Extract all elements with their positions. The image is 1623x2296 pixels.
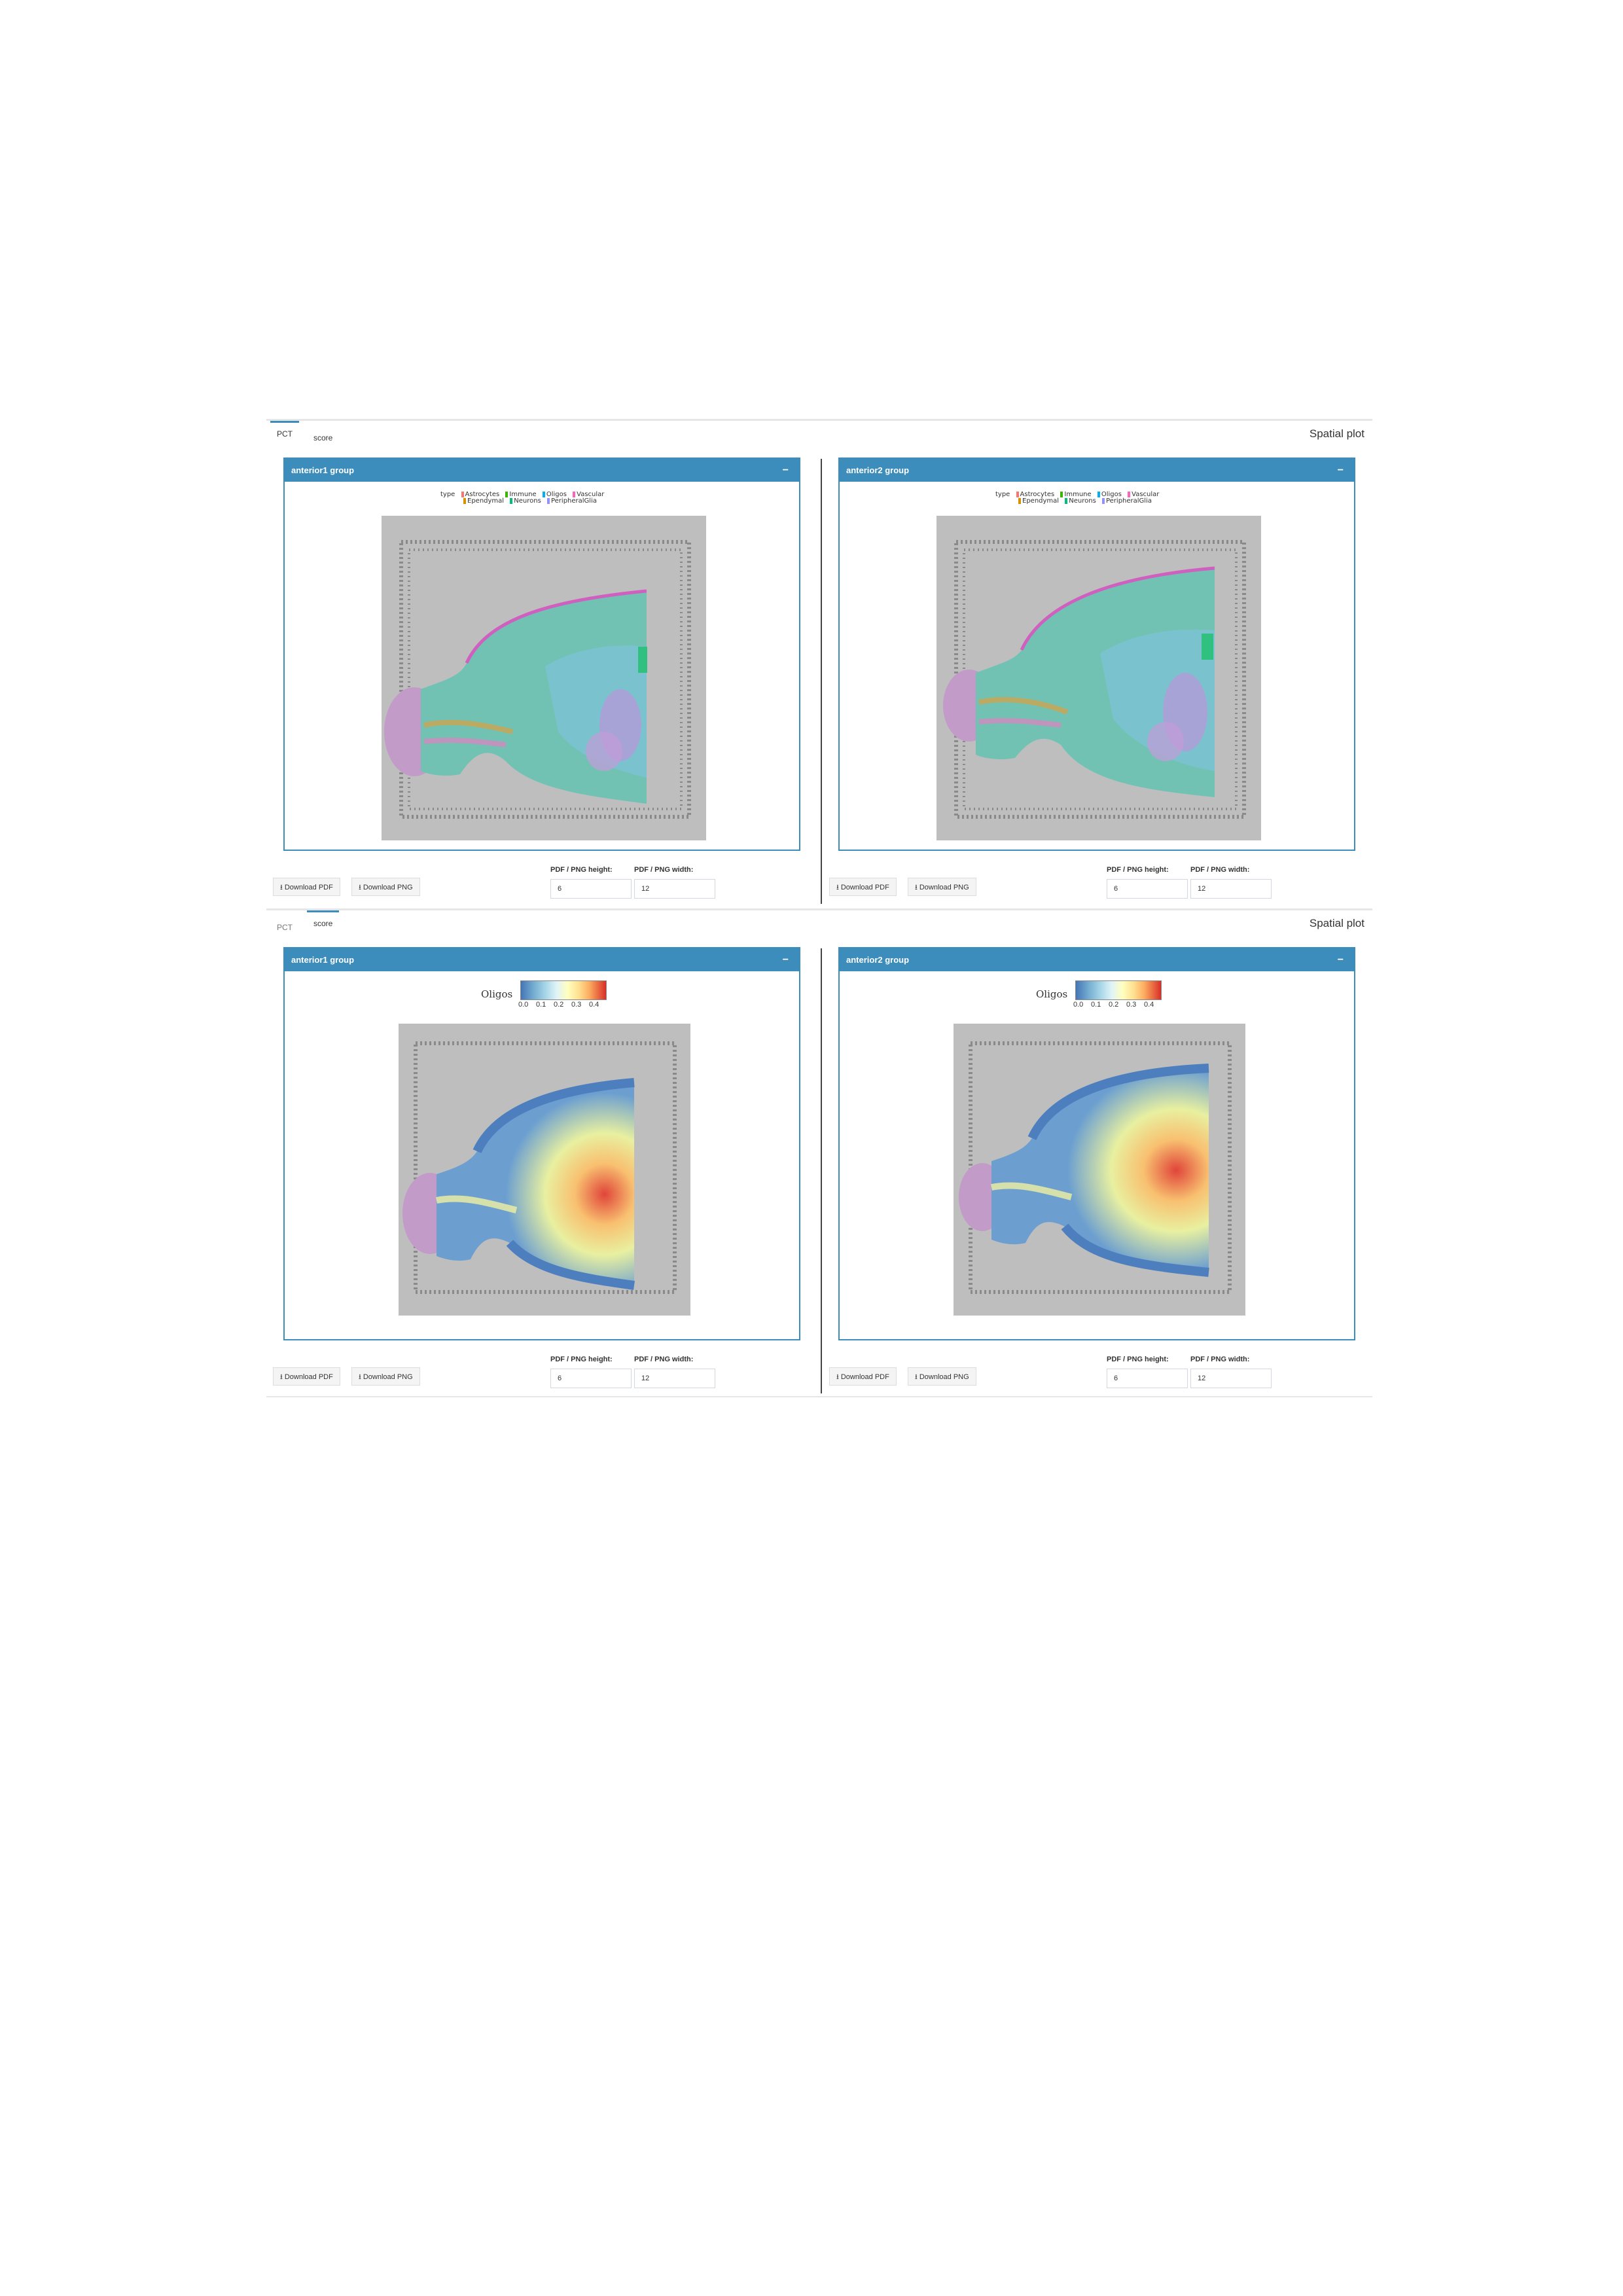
spatial-plot-image: [399, 1024, 690, 1316]
download-pdf-button[interactable]: ⭳ Download PDF: [273, 1367, 340, 1386]
collapse-button[interactable]: −: [782, 954, 789, 965]
width-input[interactable]: 12: [634, 1369, 715, 1388]
legend-item: Neurons: [1069, 497, 1096, 505]
collapse-button[interactable]: −: [1337, 465, 1344, 476]
height-input[interactable]: 6: [1107, 1369, 1188, 1388]
legend-item: Oligos: [546, 491, 567, 498]
colorbar-tick: 0.0: [1073, 1001, 1084, 1009]
spatial-plot-image: [936, 516, 1261, 840]
download-icon: ⭳: [915, 1373, 918, 1381]
type-legend-row2: Ependymal Neurons PeripheralGlia: [459, 497, 597, 505]
legend-item: Immune: [1064, 491, 1092, 498]
download-icon: ⭳: [359, 884, 361, 891]
colorbar-tick: 0.0: [518, 1001, 529, 1009]
tab-bar: PCT score Spatial plot: [266, 421, 1372, 447]
colorbar-tick: 0.4: [1144, 1001, 1154, 1009]
score-section: PCT score Spatial plot anterior1 group −…: [266, 908, 1372, 1397]
colorbar-tick: 0.2: [1109, 1001, 1119, 1009]
pct-section: PCT score Spatial plot anterior1 group −…: [266, 419, 1372, 906]
colorbar: [520, 980, 607, 1000]
legend-item: Ependymal: [467, 497, 505, 505]
section-title: Spatial plot: [1309, 427, 1364, 440]
column-divider: [821, 948, 822, 1393]
panel-title: anterior2 group: [846, 955, 910, 965]
tab-pct[interactable]: PCT: [277, 923, 293, 932]
height-label: PDF / PNG height:: [550, 866, 613, 874]
tab-bar: PCT score Spatial plot: [266, 910, 1372, 937]
colorbar-title: Oligos: [1036, 988, 1068, 1000]
download-png-button[interactable]: ⭳ Download PNG: [908, 1367, 976, 1386]
panel-header: anterior2 group −: [840, 459, 1354, 482]
section-title: Spatial plot: [1309, 917, 1364, 929]
anterior1-panel: anterior1 group − type Astrocytes Immune…: [283, 457, 800, 851]
colorbar-tick: 0.2: [554, 1001, 564, 1009]
download-pdf-button[interactable]: ⭳ Download PDF: [829, 878, 897, 896]
type-legend-row2: Ependymal Neurons PeripheralGlia: [1014, 497, 1152, 505]
anterior2-panel: anterior2 group − Oligos 0.0 0.1 0.2 0.3…: [838, 947, 1355, 1340]
legend-item: Immune: [509, 491, 537, 498]
height-input[interactable]: 6: [1107, 879, 1188, 899]
legend-item: Neurons: [514, 497, 541, 505]
width-label: PDF / PNG width:: [1190, 866, 1250, 874]
tab-pct[interactable]: PCT: [270, 421, 299, 445]
download-pdf-button[interactable]: ⭳ Download PDF: [829, 1367, 897, 1386]
legend-item: Astrocytes: [465, 491, 500, 498]
download-icon: ⭳: [836, 1373, 839, 1381]
width-input[interactable]: 12: [1190, 1369, 1272, 1388]
download-icon: ⭳: [280, 1373, 283, 1381]
download-png-button[interactable]: ⭳ Download PNG: [908, 878, 976, 896]
anterior2-panel: anterior2 group − type Astrocytes Immune…: [838, 457, 1355, 851]
colorbar-title: Oligos: [481, 988, 513, 1000]
collapse-button[interactable]: −: [782, 465, 789, 476]
panel-header: anterior2 group −: [840, 948, 1354, 971]
height-label: PDF / PNG height:: [550, 1355, 613, 1363]
legend-type-label: type: [440, 491, 455, 498]
anterior1-panel: anterior1 group − Oligos 0.0 0.1 0.2 0.3…: [283, 947, 800, 1340]
width-input[interactable]: 12: [1190, 879, 1272, 899]
legend-item: Ependymal: [1022, 497, 1060, 505]
legend-item: PeripheralGlia: [1105, 497, 1152, 505]
collapse-button[interactable]: −: [1337, 954, 1344, 965]
colorbar-tick: 0.1: [536, 1001, 546, 1009]
spatial-plot-image: [382, 516, 706, 840]
type-legend: type Astrocytes Immune Oligos Vascular: [440, 491, 604, 498]
colorbar: [1075, 980, 1162, 1000]
spatial-plot-image: [954, 1024, 1245, 1316]
colorbar-tick: 0.3: [571, 1001, 582, 1009]
legend-item: Vascular: [1132, 491, 1160, 498]
colorbar-tick: 0.4: [589, 1001, 599, 1009]
width-label: PDF / PNG width:: [634, 866, 694, 874]
column-divider: [821, 459, 822, 904]
legend-item: PeripheralGlia: [550, 497, 597, 505]
panel-header: anterior1 group −: [285, 948, 799, 971]
tab-score[interactable]: score: [313, 433, 333, 442]
download-png-button[interactable]: ⭳ Download PNG: [351, 878, 420, 896]
panel-title: anterior1 group: [291, 465, 355, 475]
width-label: PDF / PNG width:: [1190, 1355, 1250, 1363]
height-input[interactable]: 6: [550, 1369, 632, 1388]
download-pdf-button[interactable]: ⭳ Download PDF: [273, 878, 340, 896]
download-png-button[interactable]: ⭳ Download PNG: [351, 1367, 420, 1386]
width-label: PDF / PNG width:: [634, 1355, 694, 1363]
colorbar-tick: 0.1: [1091, 1001, 1101, 1009]
legend-type-label: type: [995, 491, 1010, 498]
panel-header: anterior1 group −: [285, 459, 799, 482]
download-icon: ⭳: [915, 884, 918, 891]
panel-title: anterior1 group: [291, 955, 355, 965]
download-icon: ⭳: [836, 884, 839, 891]
legend-item: Oligos: [1101, 491, 1122, 498]
height-input[interactable]: 6: [550, 879, 632, 899]
height-label: PDF / PNG height:: [1107, 866, 1169, 874]
legend-item: Vascular: [577, 491, 605, 498]
height-label: PDF / PNG height:: [1107, 1355, 1169, 1363]
download-icon: ⭳: [359, 1373, 361, 1381]
width-input[interactable]: 12: [634, 879, 715, 899]
colorbar-tick: 0.3: [1126, 1001, 1137, 1009]
type-legend: type Astrocytes Immune Oligos Vascular: [995, 491, 1159, 498]
download-icon: ⭳: [280, 884, 283, 891]
legend-item: Astrocytes: [1020, 491, 1055, 498]
panel-title: anterior2 group: [846, 465, 910, 475]
tab-score[interactable]: score: [307, 910, 340, 935]
